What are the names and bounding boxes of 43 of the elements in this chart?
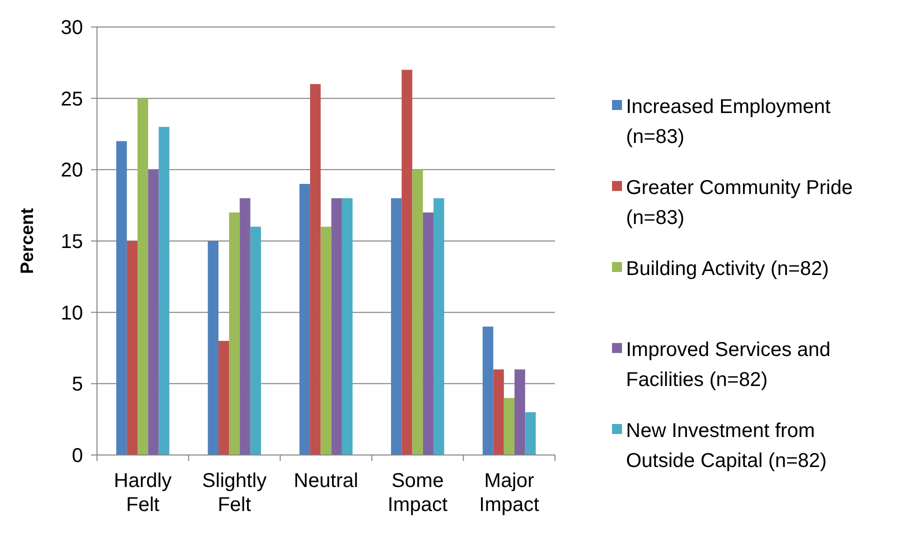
legend-label: New Investment from Outside Capital (n=82): [626, 420, 827, 472]
y-tick-label: 25: [60, 88, 83, 110]
bar: [137, 98, 148, 455]
y-tick-label: 0: [72, 445, 83, 467]
x-tick-label: Slightly Felt: [202, 470, 267, 516]
y-tick-label: 15: [60, 231, 83, 253]
bar: [331, 198, 342, 455]
x-tick-label: Hardly Felt: [114, 470, 172, 516]
bar: [240, 198, 250, 455]
legend-label: Increased Employment (n=83): [626, 96, 831, 148]
bar: [116, 141, 127, 455]
bar: [514, 369, 526, 455]
legend-label: Building Activity (n=82): [626, 258, 829, 280]
bar: [493, 369, 504, 455]
bar: [391, 198, 402, 455]
bar: [412, 170, 423, 455]
x-tick-label: Some Impact: [388, 470, 448, 516]
bar: [126, 241, 138, 455]
bar: [422, 212, 434, 455]
y-tick-label: 30: [60, 17, 83, 39]
bar: [320, 226, 332, 455]
x-tick-label: Major Impact: [479, 470, 540, 516]
bar: [299, 184, 310, 455]
bar: [310, 84, 321, 455]
x-tick-label: Neutral: [294, 470, 358, 492]
bar: [482, 326, 494, 455]
bar: [434, 198, 444, 455]
bar: [229, 212, 240, 455]
y-tick-label: 5: [72, 374, 83, 396]
legend-label: Improved Services and Facilities (n=82): [626, 339, 831, 391]
bar: [148, 170, 159, 455]
legend-label: Greater Community Pride (n=83): [626, 177, 853, 229]
bar: [218, 340, 230, 455]
bar: [342, 198, 353, 455]
bar: [504, 398, 515, 455]
bar: [250, 226, 261, 455]
y-tick-label: 20: [60, 160, 83, 182]
y-tick-label: 10: [60, 302, 83, 324]
bar: [402, 70, 412, 455]
bar: [208, 241, 218, 455]
y-axis-title: Percent: [17, 208, 37, 274]
bar: [158, 126, 170, 455]
bar: [525, 412, 536, 455]
